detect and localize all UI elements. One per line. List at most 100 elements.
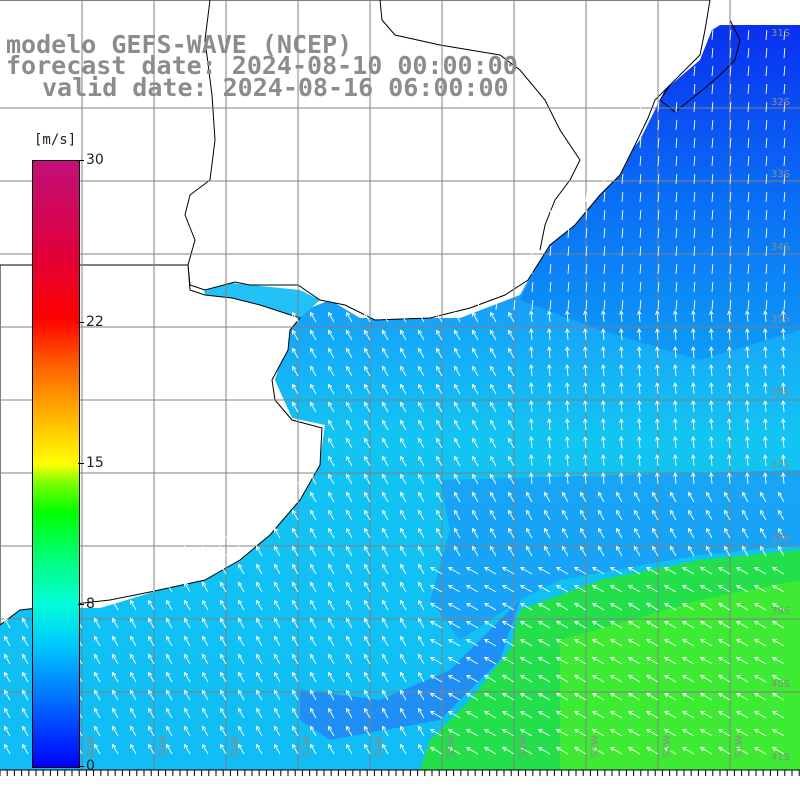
wind-arrow-head [400, 491, 405, 497]
wind-arrow [706, 528, 713, 539]
wind-arrow [692, 419, 695, 431]
wind-arrow [130, 744, 137, 755]
wind-arrow-head [645, 621, 651, 626]
wind-arrow-head [652, 509, 657, 515]
wind-arrow [710, 311, 713, 323]
wind-arrow-head [508, 455, 513, 461]
wind-arrow-head [619, 472, 624, 477]
wind-arrow [747, 155, 750, 167]
wind-arrow [448, 567, 461, 575]
wind-arrow-head [583, 328, 588, 333]
wind-arrow [747, 29, 750, 41]
wind-arrow [148, 636, 155, 647]
wind-arrow-head [619, 382, 624, 387]
wind-arrow [657, 173, 660, 185]
wind-arrow-head [328, 707, 333, 713]
wind-arrow [742, 546, 749, 557]
wind-arrow-head [565, 454, 570, 459]
wind-arrow-head [483, 621, 489, 626]
wind-arrow-head [238, 617, 243, 623]
wind-arrow-head [148, 671, 153, 677]
wind-arrow-head [472, 545, 477, 551]
wind-arrow [454, 546, 461, 557]
wind-arrow [346, 690, 353, 701]
wind-arrow-head [763, 472, 768, 477]
wind-arrow [729, 191, 732, 203]
wind-arrow-head [691, 436, 696, 441]
wind-arrow [646, 747, 659, 755]
wind-arrow-head [4, 617, 9, 623]
wind-arrow-head [256, 743, 261, 749]
wind-arrow [700, 711, 713, 719]
wind-arrow [346, 582, 353, 593]
wind-arrow [574, 567, 587, 575]
wind-arrow-head [346, 347, 351, 353]
wind-arrow-head [753, 603, 759, 608]
wind-arrow [502, 711, 515, 719]
latitude-label: 31S [771, 28, 791, 39]
wind-arrow-head [637, 436, 642, 441]
wind-arrow-head [583, 472, 588, 477]
wind-arrow-head [529, 382, 534, 387]
wind-arrow [729, 137, 732, 149]
wind-arrow-head [565, 436, 570, 441]
wind-arrow [664, 585, 677, 593]
wind-arrow [728, 365, 731, 377]
wind-arrow [400, 546, 407, 557]
wind-arrow-head [717, 567, 723, 572]
wind-arrow-head [447, 747, 453, 752]
wind-arrow-head [418, 653, 423, 659]
wind-arrow-head [655, 418, 660, 423]
wind-arrow-head [735, 567, 741, 572]
wind-arrow [772, 621, 785, 629]
wind-arrow-head [681, 657, 687, 662]
wind-arrow [256, 600, 263, 611]
wind-arrow-head [781, 382, 786, 387]
wind-arrow-head [310, 581, 315, 587]
wind-arrow [664, 747, 677, 755]
wind-arrow [746, 383, 749, 395]
wind-arrow [746, 401, 749, 413]
wind-arrow [292, 348, 299, 359]
wind-arrow [466, 747, 479, 755]
wind-arrow [782, 383, 785, 395]
wind-arrow-head [601, 436, 606, 441]
wind-arrow [580, 510, 587, 521]
wind-arrow-head [346, 743, 351, 749]
wind-arrow [454, 384, 461, 395]
wind-arrow [538, 711, 551, 719]
wind-arrow [364, 636, 371, 647]
wind-arrow [22, 654, 29, 665]
wind-arrow-head [742, 527, 747, 533]
wind-arrow [238, 564, 245, 575]
wind-arrow-head [591, 585, 597, 590]
wind-arrow-head [382, 455, 387, 461]
wind-arrow-head [609, 675, 615, 680]
wind-arrow [736, 657, 749, 665]
wind-arrow [502, 603, 515, 611]
wind-arrow [490, 474, 497, 485]
wind-arrow [184, 726, 191, 737]
wind-arrow [674, 311, 677, 323]
wind-arrow-head [555, 747, 561, 752]
wind-arrow-head [742, 509, 747, 515]
wind-arrow-head [112, 743, 117, 749]
wind-arrow-head [763, 310, 768, 315]
wind-arrow-head [508, 419, 513, 425]
wind-arrow-head [537, 693, 543, 698]
wind-arrow [657, 299, 660, 311]
wind-arrow [22, 744, 29, 755]
wind-arrow-head [112, 635, 117, 641]
wind-arrow-head [364, 671, 369, 677]
wind-arrow [436, 546, 443, 557]
wind-arrow-head [735, 657, 741, 662]
wind-arrow [729, 281, 732, 293]
wind-arrow [418, 330, 425, 341]
wind-arrow [202, 564, 209, 575]
wind-arrow-head [166, 599, 171, 605]
wind-arrow-head [555, 675, 561, 680]
wind-arrow-head [609, 603, 615, 608]
wind-arrow [778, 546, 785, 557]
wind-arrow [310, 636, 317, 647]
wind-arrow-head [544, 491, 549, 497]
